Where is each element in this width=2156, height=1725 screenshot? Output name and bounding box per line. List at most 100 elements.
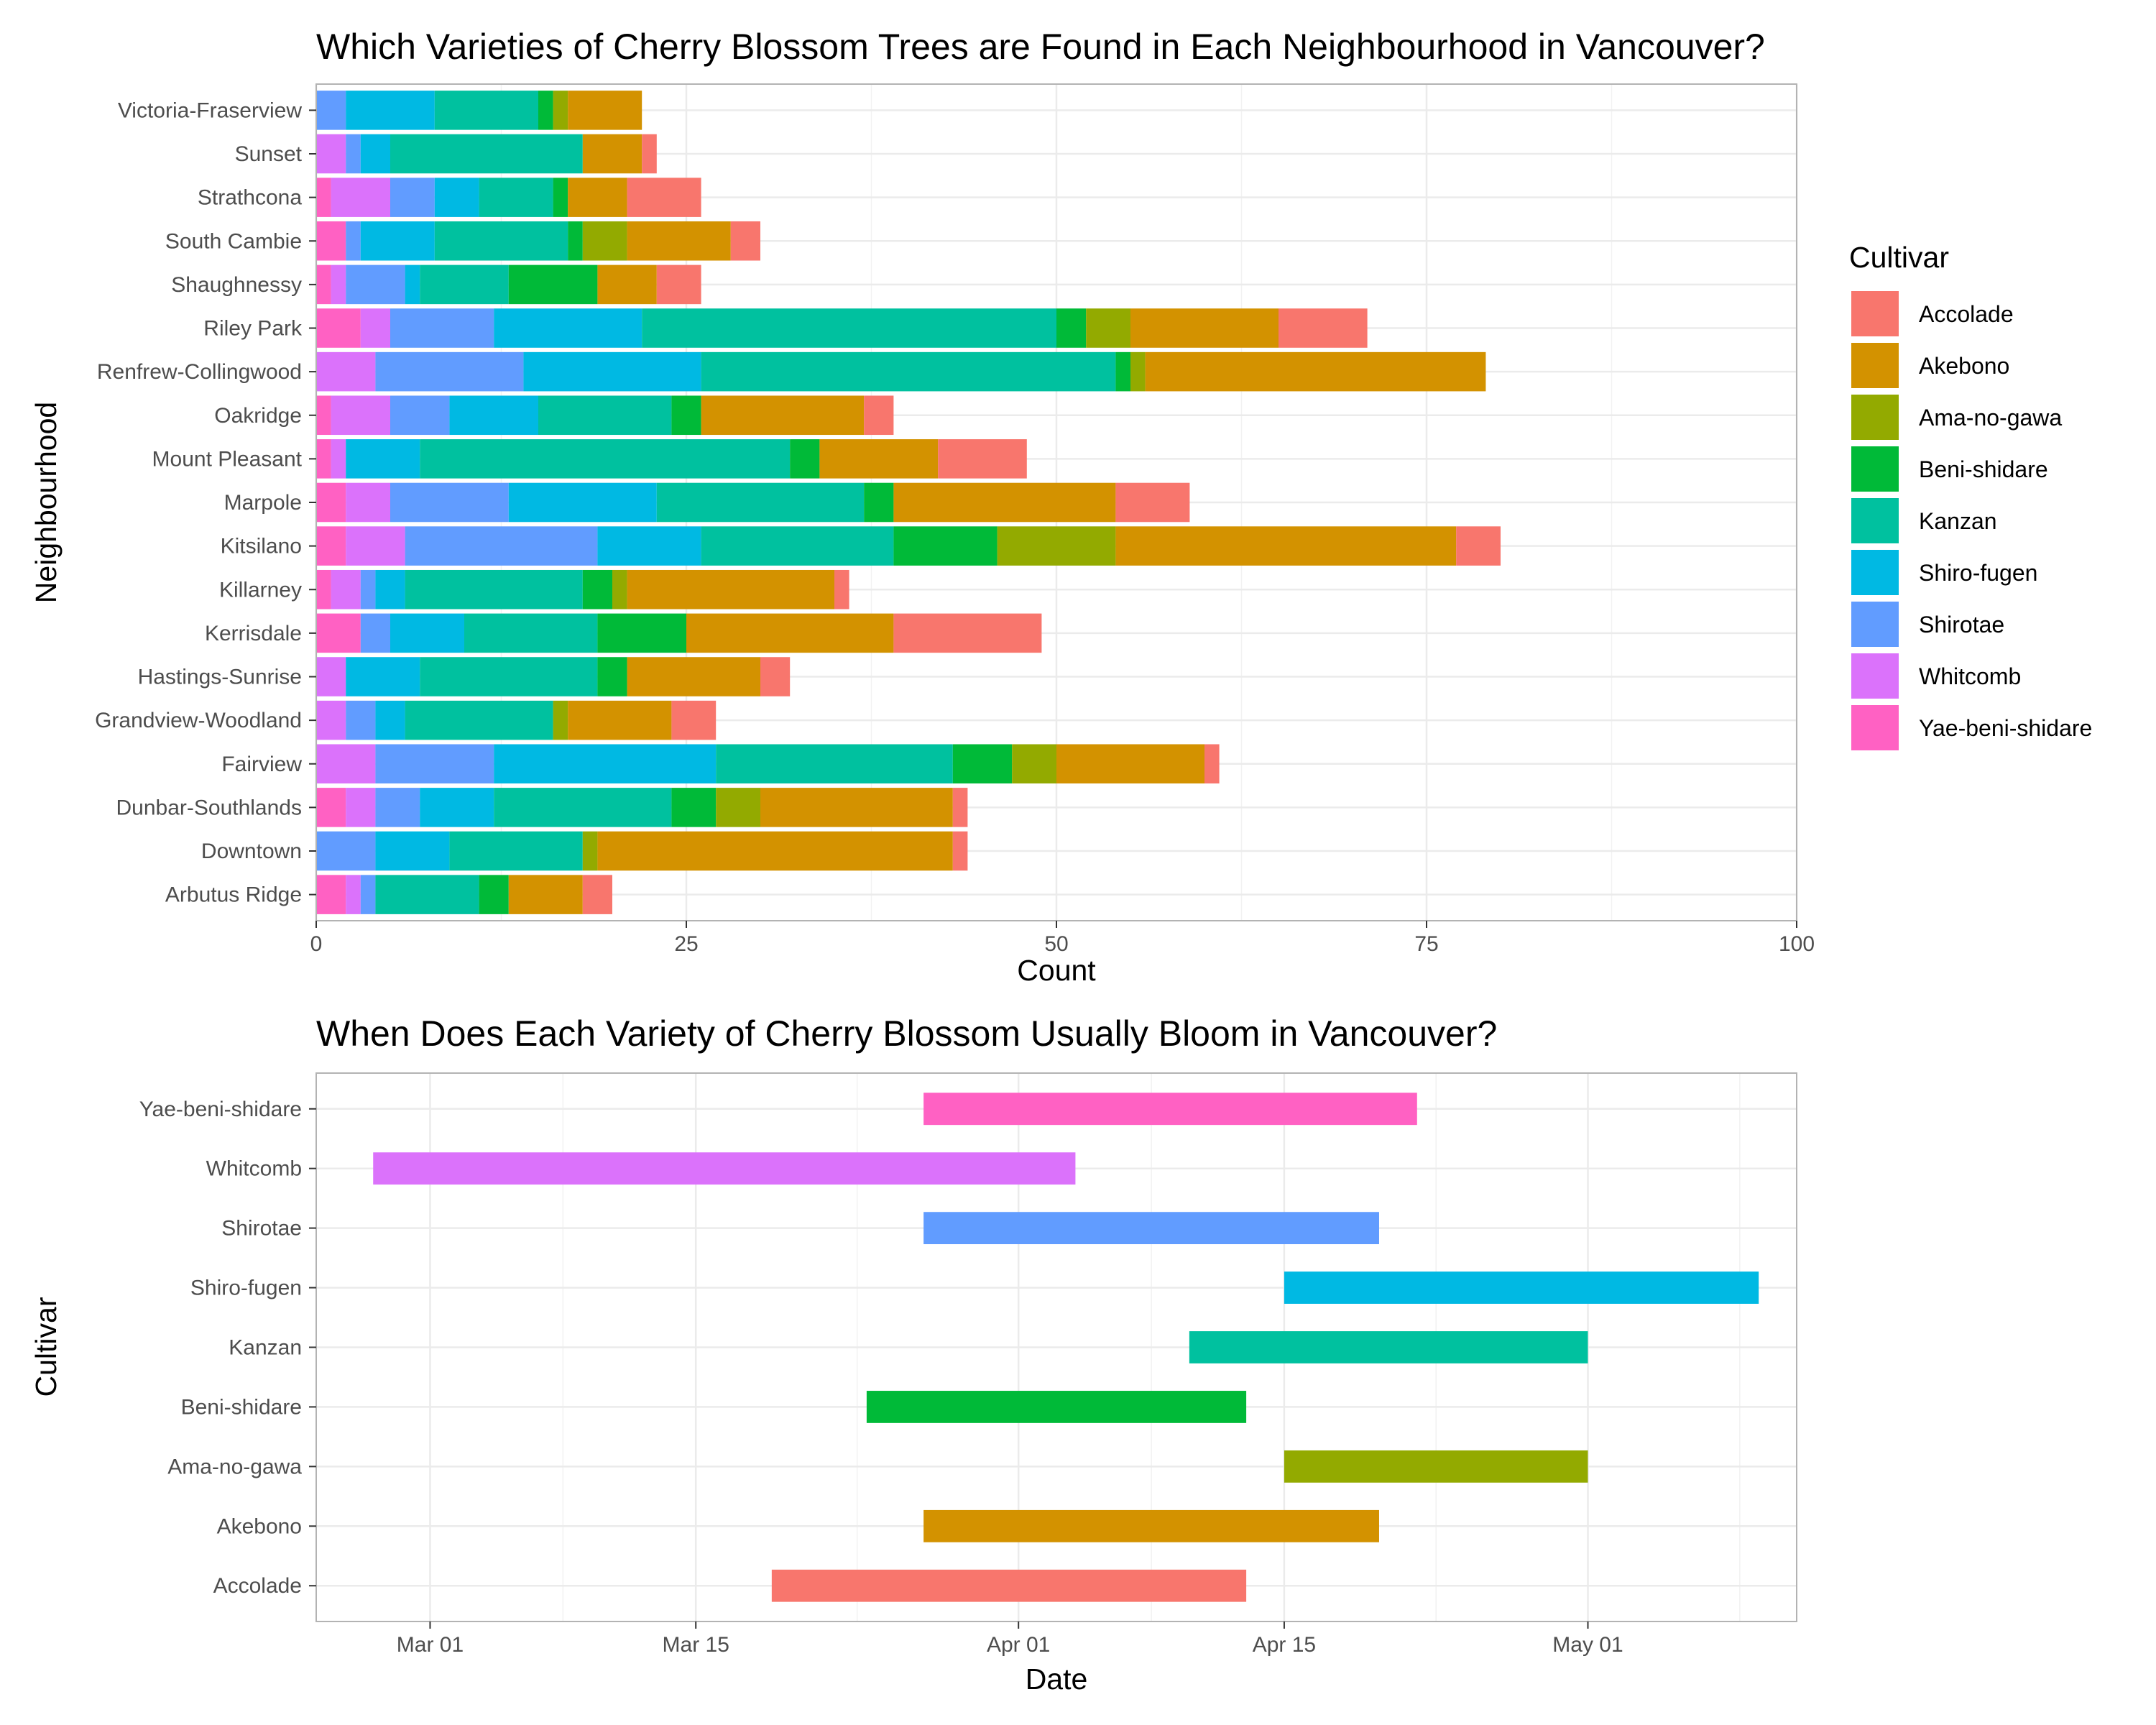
- bar-dunbar-southlands-akebono: [760, 788, 953, 827]
- bar-mount-pleasant-whitcomb: [331, 439, 346, 479]
- bar-fairview-shiro-fugen: [494, 744, 717, 784]
- bar-shaughnessy-kanzan: [420, 264, 509, 305]
- bar-shaughnessy-akebono: [597, 264, 657, 305]
- bar-mount-pleasant-accolade: [938, 439, 1027, 479]
- bar-strathcona-akebono: [568, 178, 627, 217]
- legend-key-akebono: [1851, 343, 1899, 388]
- bar-south-cambie-ama-no-gawa: [582, 221, 627, 261]
- bar-kitsilano-whitcomb: [346, 526, 405, 566]
- bar-shaughnessy-yae-beni-shidare: [316, 264, 331, 305]
- bar-chart-x-tick-label: 100: [1779, 932, 1815, 956]
- bar-renfrew-collingwood-akebono: [1145, 351, 1486, 392]
- bar-arbutus-ridge-akebono: [508, 875, 583, 914]
- bar-downtown-shirotae: [316, 831, 376, 871]
- bar-chart-y-tick-label: Fairview: [221, 753, 302, 776]
- bar-chart-y-tick-label: Shaughnessy: [171, 273, 302, 297]
- bar-riley-park-ama-no-gawa: [1086, 308, 1130, 348]
- bar-dunbar-southlands-kanzan: [494, 788, 672, 827]
- bar-chart-x-tick-label: 75: [1414, 932, 1438, 956]
- gantt-chart-x-tick-label: Mar 15: [663, 1633, 729, 1657]
- bar-dunbar-southlands-whitcomb: [346, 788, 376, 827]
- bar-south-cambie-shirotae: [346, 221, 361, 261]
- legend-label-ama-no-gawa: Ama-no-gawa: [1919, 405, 2062, 431]
- bar-kerrisdale-akebono: [686, 613, 894, 653]
- bloom-range-kanzan: [1189, 1331, 1588, 1363]
- bar-renfrew-collingwood-shirotae: [375, 351, 524, 392]
- bar-mount-pleasant-shiro-fugen: [346, 439, 420, 479]
- bar-fairview-accolade: [1204, 744, 1220, 784]
- bar-downtown-shiro-fugen: [375, 831, 450, 871]
- gantt-chart-y-tick-label: Yae-beni-shidare: [139, 1098, 302, 1121]
- bar-arbutus-ridge-shirotae: [360, 875, 376, 914]
- bar-dunbar-southlands-ama-no-gawa: [716, 788, 760, 827]
- bar-arbutus-ridge-beni-shidare: [479, 875, 509, 914]
- legend-label-beni-shidare: Beni-shidare: [1919, 456, 2048, 482]
- bar-chart-y-tick-label: South Cambie: [165, 229, 302, 253]
- bar-marpole-shirotae: [390, 482, 509, 523]
- bar-oakridge-accolade: [864, 395, 894, 436]
- bar-kitsilano-ama-no-gawa: [997, 526, 1116, 566]
- bar-chart-y-tick-label: Riley Park: [203, 317, 303, 341]
- legend-key-beni-shidare: [1851, 446, 1899, 492]
- bar-fairview-beni-shidare: [952, 744, 1013, 784]
- bar-marpole-yae-beni-shidare: [316, 482, 346, 523]
- legend-label-shiro-fugen: Shiro-fugen: [1919, 560, 2037, 586]
- bar-grandview-woodland-akebono: [568, 700, 672, 740]
- bar-south-cambie-kanzan: [434, 221, 568, 261]
- bar-grandview-woodland-whitcomb: [316, 700, 346, 740]
- bar-south-cambie-shiro-fugen: [360, 221, 435, 261]
- bar-strathcona-whitcomb: [331, 178, 390, 217]
- bar-victoria-fraserview-beni-shidare: [538, 91, 553, 130]
- bar-marpole-shiro-fugen: [508, 482, 657, 523]
- bar-arbutus-ridge-kanzan: [375, 875, 479, 914]
- bar-strathcona-shiro-fugen: [434, 178, 479, 217]
- bar-riley-park-beni-shidare: [1056, 308, 1087, 348]
- bar-chart-y-tick-label: Kerrisdale: [205, 622, 302, 645]
- legend-key-whitcomb: [1851, 653, 1899, 699]
- bar-killarney-whitcomb: [331, 569, 361, 610]
- bar-chart-y-tick-label: Marpole: [224, 491, 302, 515]
- bar-downtown-kanzan: [449, 831, 583, 871]
- gantt-chart-y-tick-label: Akebono: [217, 1514, 302, 1538]
- bar-sunset-whitcomb: [316, 134, 346, 174]
- bar-dunbar-southlands-shiro-fugen: [420, 788, 494, 827]
- bar-shaughnessy-beni-shidare: [508, 264, 598, 305]
- bar-south-cambie-yae-beni-shidare: [316, 221, 346, 261]
- bar-riley-park-yae-beni-shidare: [316, 308, 361, 348]
- bar-south-cambie-accolade: [730, 221, 760, 261]
- bar-shaughnessy-whitcomb: [331, 264, 346, 305]
- bar-chart-y-tick-label: Victoria-Fraserview: [118, 98, 303, 122]
- legend-key-accolade: [1851, 291, 1899, 336]
- bar-hastings-sunrise-akebono: [627, 657, 760, 696]
- bar-killarney-accolade: [834, 569, 849, 610]
- bar-hastings-sunrise-whitcomb: [316, 657, 346, 696]
- bar-fairview-kanzan: [716, 744, 953, 784]
- bar-strathcona-kanzan: [479, 178, 553, 217]
- gantt-chart-y-tick-label: Beni-shidare: [181, 1395, 302, 1419]
- bar-killarney-akebono: [627, 569, 834, 610]
- gantt-chart-y-tick-label: Shiro-fugen: [190, 1276, 302, 1300]
- bar-strathcona-accolade: [627, 178, 701, 217]
- bar-sunset-kanzan: [390, 134, 583, 174]
- bloom-range-akebono: [923, 1509, 1379, 1542]
- bar-downtown-ama-no-gawa: [582, 831, 598, 871]
- bar-grandview-woodland-accolade: [671, 700, 717, 740]
- bar-chart-y-tick-label: Renfrew-Collingwood: [97, 360, 302, 384]
- bar-strathcona-yae-beni-shidare: [316, 178, 331, 217]
- bar-fairview-akebono: [1056, 744, 1204, 784]
- bar-chart-x-tick-label: 50: [1044, 932, 1068, 956]
- legend-label-akebono: Akebono: [1919, 353, 2009, 379]
- bar-chart-y-tick-label: Arbutus Ridge: [165, 883, 302, 907]
- gantt-chart-x-tick-label: Apr 01: [987, 1633, 1050, 1657]
- bar-kerrisdale-kanzan: [464, 613, 598, 653]
- bar-kitsilano-shirotae: [405, 526, 598, 566]
- gantt-chart-y-tick-label: Kanzan: [229, 1336, 302, 1360]
- bar-grandview-woodland-ama-no-gawa: [553, 700, 568, 740]
- bar-dunbar-southlands-accolade: [952, 788, 968, 827]
- bar-chart-y-tick-label: Grandview-Woodland: [95, 709, 302, 732]
- bar-kitsilano-accolade: [1456, 526, 1501, 566]
- bar-grandview-woodland-shiro-fugen: [375, 700, 405, 740]
- legend-key-kanzan: [1851, 498, 1899, 543]
- bar-chart-y-tick-label: Kitsilano: [221, 535, 302, 558]
